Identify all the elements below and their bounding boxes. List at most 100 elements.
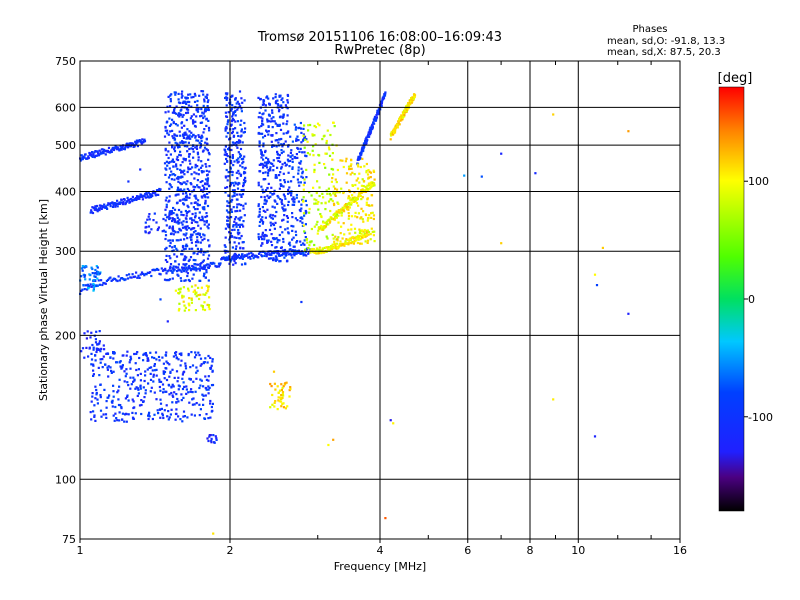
echo-point <box>272 259 275 262</box>
trace-point <box>382 97 386 100</box>
echo-point <box>188 227 191 230</box>
echo-point <box>151 417 154 421</box>
echo-point <box>359 242 362 245</box>
echo-point <box>230 210 234 213</box>
echo-point <box>199 189 203 192</box>
echo-point <box>231 189 234 192</box>
echo-point <box>233 258 236 261</box>
trace-point <box>351 235 354 239</box>
echo-point <box>230 148 233 152</box>
echo-point <box>118 419 121 422</box>
trace-point <box>123 148 126 151</box>
echo-point <box>266 241 269 244</box>
echo-point <box>181 244 185 248</box>
echo-point <box>303 230 306 233</box>
echo-point <box>282 113 285 116</box>
echo-point <box>201 135 204 139</box>
echo-point <box>287 145 290 148</box>
echo-point <box>169 242 172 245</box>
echo-point <box>110 371 113 374</box>
echo-point <box>148 366 151 369</box>
echo-point <box>89 411 92 414</box>
echo-point <box>98 272 101 275</box>
echo-point <box>267 130 270 133</box>
echo-point <box>93 275 96 278</box>
echo-point <box>188 135 191 138</box>
trace-point <box>314 249 317 252</box>
echo-point <box>258 210 261 213</box>
echo-point <box>291 160 294 163</box>
isolated-point <box>127 180 130 183</box>
trace-point <box>375 118 378 121</box>
echo-point <box>371 211 374 214</box>
echo-point <box>205 291 208 295</box>
trace-point <box>375 116 378 119</box>
trace-point <box>184 268 187 271</box>
trace-point <box>100 152 103 155</box>
echo-point <box>171 218 175 221</box>
trace-point <box>350 201 353 204</box>
echo-point <box>286 107 289 110</box>
echo-point <box>188 297 191 300</box>
echo-point <box>271 111 274 114</box>
echo-point <box>205 124 208 127</box>
echo-point <box>183 197 186 200</box>
echo-point <box>271 222 274 225</box>
echo-point <box>192 206 195 209</box>
echo-point <box>281 202 284 206</box>
echo-point <box>209 402 212 405</box>
echo-point <box>196 252 199 256</box>
trace-point <box>137 197 140 200</box>
trace-point <box>401 111 404 114</box>
echo-point <box>202 104 205 107</box>
echo-point <box>181 171 185 174</box>
trace-point <box>182 270 186 273</box>
echo-point <box>297 127 300 130</box>
echo-point <box>188 258 191 261</box>
echo-point <box>324 166 327 169</box>
echo-point <box>203 186 206 189</box>
echo-point <box>139 385 142 388</box>
echo-point <box>193 289 196 292</box>
echo-point <box>261 113 264 116</box>
echo-point <box>127 384 130 387</box>
echo-point <box>126 394 129 397</box>
echo-point <box>181 246 185 249</box>
echo-point <box>193 263 196 266</box>
echo-point <box>181 175 184 179</box>
trace-point <box>265 255 268 258</box>
echo-point <box>326 129 329 132</box>
echo-point <box>191 166 194 169</box>
echo-point <box>182 100 185 103</box>
echo-point <box>171 225 174 228</box>
echo-point <box>185 133 188 136</box>
echo-point <box>196 184 199 187</box>
echo-point <box>179 150 182 153</box>
echo-point <box>179 291 182 294</box>
trace-point <box>89 153 93 156</box>
trace-point <box>413 94 417 97</box>
echo-point <box>337 221 340 224</box>
echo-point <box>281 231 284 234</box>
echo-point <box>287 192 290 195</box>
echo-point <box>305 176 308 179</box>
echo-point <box>143 396 146 399</box>
echo-point <box>282 193 285 196</box>
trace-point <box>108 277 111 280</box>
echo-point <box>203 272 206 275</box>
echo-point <box>241 253 244 256</box>
echo-point <box>200 248 203 251</box>
echo-point <box>236 131 239 134</box>
trace-point <box>90 211 93 214</box>
trace-point <box>323 246 326 249</box>
echo-point <box>177 292 181 295</box>
echo-point <box>262 100 265 103</box>
trace-point <box>343 204 347 207</box>
echo-point <box>203 301 206 304</box>
echo-point <box>134 387 137 390</box>
echo-point <box>171 394 174 397</box>
trace-point <box>411 100 414 103</box>
echo-point <box>348 237 351 241</box>
trace-point <box>90 209 93 212</box>
echo-point <box>186 196 189 199</box>
